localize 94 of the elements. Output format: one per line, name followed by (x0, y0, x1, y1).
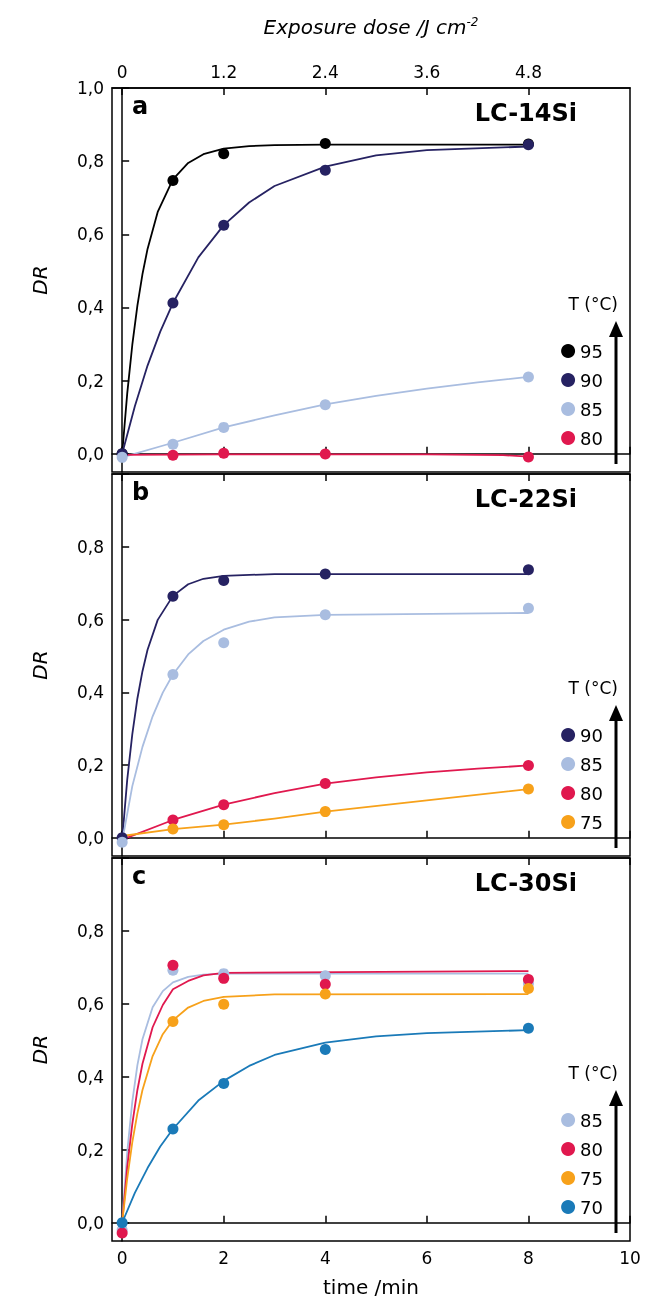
y-tick-label: 0,0 (76, 443, 104, 464)
point (167, 297, 179, 309)
text: LC-14Si (474, 99, 577, 127)
x-tick-label: 10 (619, 1247, 641, 1268)
legend-title: T (°C) (567, 677, 619, 698)
point (167, 449, 179, 461)
y-tick-label: 0,4 (76, 1066, 104, 1087)
point (218, 219, 230, 231)
y-tick-label: 0,0 (76, 1212, 104, 1233)
y-tick-label: 0,0 (76, 827, 104, 848)
point (522, 973, 534, 985)
point (218, 819, 230, 831)
point (319, 806, 331, 818)
legend-label: 85 (580, 753, 603, 775)
point (522, 371, 534, 383)
legend-label: 85 (580, 398, 603, 420)
point (167, 438, 179, 450)
point (522, 451, 534, 463)
y-tick-label: 1,0 (76, 78, 104, 98)
y-tick-label: 0,8 (76, 151, 104, 172)
point (116, 1217, 128, 1229)
legend-label: 90 (580, 369, 603, 391)
point (218, 637, 230, 649)
point (218, 972, 230, 984)
point (218, 148, 230, 160)
x-tick-label: 0 (116, 1247, 128, 1268)
point (218, 1077, 230, 1089)
x2-tick-label: 2.4 (311, 61, 339, 82)
point (167, 590, 179, 602)
point (218, 447, 230, 459)
y-axis-title: DR (28, 650, 52, 680)
annotation: c (132, 862, 147, 890)
y-tick-label: 0,6 (76, 609, 104, 630)
y-tick-label: 0,8 (76, 536, 104, 557)
y-axis-title: DR (28, 265, 52, 295)
legend-label: 75 (580, 811, 603, 833)
text: LC-30Si (474, 869, 577, 897)
annotation: b (132, 478, 150, 506)
legend-title: T (°C) (567, 1062, 619, 1083)
point (167, 1123, 179, 1135)
text: LC-22Si (474, 485, 577, 513)
point (522, 1022, 534, 1034)
point (319, 978, 331, 990)
legend-label: 80 (580, 782, 603, 804)
point (522, 759, 534, 771)
legend-label: 85 (580, 1109, 603, 1131)
point (167, 175, 179, 187)
x2-tick-label: 3.6 (413, 61, 441, 82)
legend-label: 70 (580, 1196, 603, 1218)
point (319, 448, 331, 460)
legend-label: 75 (580, 1167, 603, 1189)
x2-tick-label: 4.8 (514, 61, 542, 82)
point (218, 421, 230, 433)
point (319, 609, 331, 621)
point (522, 983, 534, 995)
point (522, 602, 534, 614)
legend-title: T (°C) (567, 293, 619, 314)
y-tick-label: 0,6 (76, 224, 104, 245)
annotation: a (132, 92, 149, 120)
point (319, 988, 331, 1000)
y-tick-label: 0,6 (76, 993, 104, 1014)
y-axis-title: DR (28, 1034, 52, 1065)
x-tick-label: 2 (218, 1247, 230, 1268)
y-tick-label: 0,2 (76, 755, 104, 776)
y-tick-label: 0,2 (76, 1139, 104, 1160)
x-tick-label: 6 (421, 1247, 433, 1268)
x2-tick-label: 1.2 (210, 61, 238, 82)
legend-label: 80 (580, 1138, 603, 1160)
y-tick-label: 0,8 (76, 920, 104, 941)
legend-label: 95 (580, 340, 603, 362)
point (319, 778, 331, 790)
point (522, 783, 534, 795)
point (319, 138, 331, 150)
legend-label: 90 (580, 724, 603, 746)
point (218, 799, 230, 811)
point (167, 823, 179, 835)
point (167, 668, 179, 680)
point (218, 998, 230, 1010)
point (218, 575, 230, 587)
x-tick-label: 4 (319, 1247, 331, 1268)
legend-label: 80 (580, 427, 603, 449)
point (319, 1044, 331, 1055)
x2-tick-label: 0 (116, 61, 128, 82)
y-tick-label: 0,4 (76, 682, 104, 703)
y-tick-label: 0,2 (76, 370, 104, 391)
point (319, 164, 331, 176)
x-tick-label: 8 (523, 1247, 534, 1268)
point (319, 568, 331, 580)
y-tick-label: 0,4 (76, 297, 104, 318)
point (167, 959, 179, 971)
point (522, 564, 534, 576)
point (167, 1015, 179, 1027)
point (319, 399, 331, 411)
x-axis-title: time /min (323, 1275, 419, 1299)
